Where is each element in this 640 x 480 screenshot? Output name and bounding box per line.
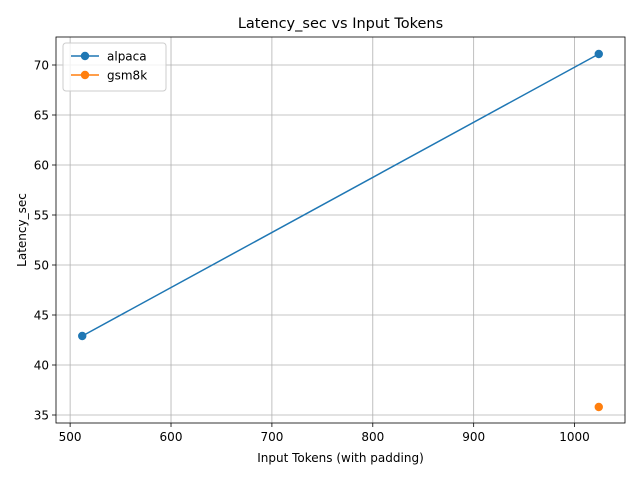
x-tick-label: 600 xyxy=(160,430,183,444)
legend: alpaca gsm8k xyxy=(62,42,167,92)
y-tick-label: 50 xyxy=(34,258,49,272)
x-axis-label: Input Tokens (with padding) xyxy=(257,451,424,465)
y-tick-label: 60 xyxy=(34,158,49,172)
grid xyxy=(56,37,625,423)
x-tick-label: 500 xyxy=(59,430,82,444)
y-tick-label: 70 xyxy=(34,58,49,72)
legend-label-gsm8k: gsm8k xyxy=(107,68,147,82)
y-tick-label: 65 xyxy=(34,108,49,122)
legend-marker-alpaca xyxy=(80,51,90,61)
y-tick-label: 55 xyxy=(34,208,49,222)
plot-frame xyxy=(55,36,626,424)
x-tick-label: 700 xyxy=(260,430,283,444)
y-tick-label: 45 xyxy=(34,308,49,322)
data-point-alpaca xyxy=(594,49,603,59)
x-tick-label: 900 xyxy=(462,430,485,444)
series-layer xyxy=(78,49,603,412)
y-tick-label: 35 xyxy=(34,408,49,422)
data-point-alpaca xyxy=(78,331,87,341)
legend-label-alpaca: alpaca xyxy=(107,49,147,63)
chart-title: Latency_sec vs Input Tokens xyxy=(238,16,443,32)
y-tick-label: 40 xyxy=(34,358,49,372)
data-point-gsm8k xyxy=(594,402,603,412)
x-tick-label: 800 xyxy=(361,430,384,444)
x-tick-label: 1000 xyxy=(559,430,590,444)
y-axis-label: Latency_sec xyxy=(15,193,29,267)
series-line-alpaca xyxy=(81,53,600,337)
legend-marker-gsm8k xyxy=(80,70,90,80)
ticks: 500 600 700 800 900 1000 35 40 45 50 55 60 65 70 xyxy=(34,58,590,444)
